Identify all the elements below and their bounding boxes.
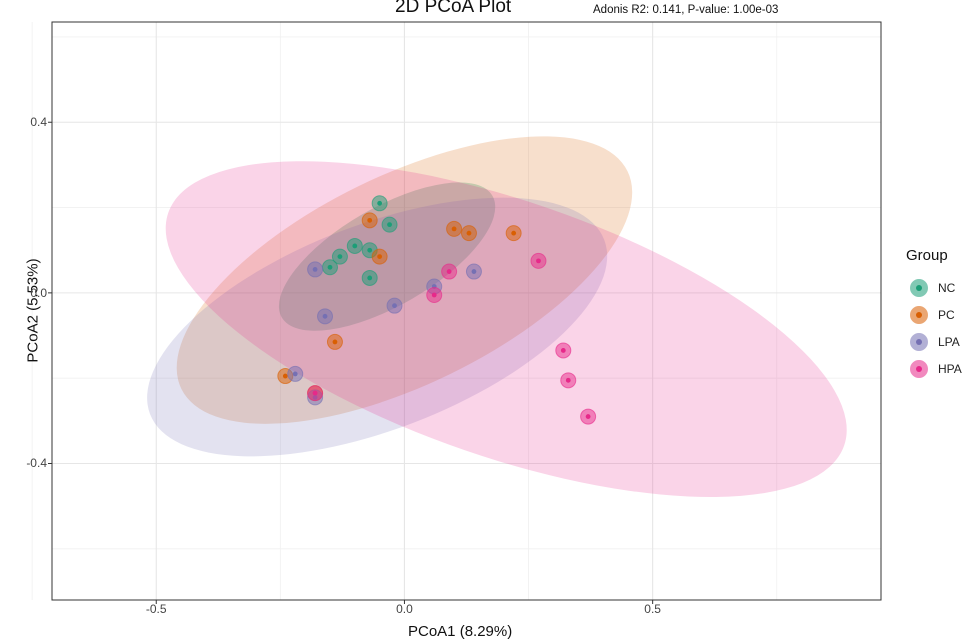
data-point-center-hpa [565,377,571,383]
x-tick-label: 0.5 [644,602,661,616]
data-point-center-lpa [392,303,397,309]
data-point-center-nc [377,200,383,206]
point-layer [277,195,597,425]
legend-item-nc: NC [906,274,962,301]
legend-key-nc [910,278,928,297]
x-axis-label: PCoA1 (8.29%) [408,623,513,640]
data-point-center-nc [327,264,333,270]
confidence-ellipse-lpa [147,197,608,457]
x-tick-label: -0.5 [145,602,167,616]
legend-label-nc: NC [938,280,956,295]
data-point-center-nc [367,247,373,253]
data-point-center-nc [367,275,373,281]
data-point-center-hpa [312,390,318,396]
legend-label-pc: PC [938,307,955,322]
legend-title: Group [906,247,948,264]
legend-item-pc: PC [906,301,962,328]
plot-panel [52,22,881,600]
plot-border [51,21,882,601]
data-point-center-lpa [471,269,477,274]
tick-marks [48,121,654,604]
chart-title: 2D PCoA Plot [395,0,512,17]
confidence-ellipse-pc [176,136,633,424]
legend-item-lpa: LPA [906,328,962,355]
data-point-center-hpa [431,292,437,298]
confidence-ellipse-hpa [165,161,847,498]
data-point-center-hpa [585,414,591,419]
y-tick-label: 0.0 [30,285,47,300]
legend-item-hpa: HPA [906,355,962,382]
y-axis-label: PCoA2 (5.53%) [24,258,42,363]
data-point-center-hpa [446,269,452,274]
y-tick-label: 0.4 [30,115,47,130]
legend-key-pc [910,305,928,324]
legend-label-lpa: LPA [938,334,960,349]
data-point-center-pc [332,339,338,345]
legend-label-hpa: HPA [938,361,962,376]
x-tick-label: 0.0 [396,602,413,616]
data-point-center-nc [337,254,343,260]
data-point-center-lpa [292,371,298,377]
legend: Group NC PC LPA HPA [906,247,962,382]
y-tick-label: -0.4 [26,456,47,471]
data-point-center-pc [466,230,472,236]
chart-subtitle: Adonis R2: 0.141, P-value: 1.00e-03 [593,4,779,16]
grid-layer [31,22,881,600]
data-point-center-lpa [322,313,328,319]
data-point-center-hpa [536,258,541,264]
data-point-center-pc [511,230,517,236]
data-point-center-hpa [560,348,566,353]
data-point-center-pc [367,217,373,223]
data-point-center-nc [352,243,358,249]
legend-key-lpa [910,332,928,351]
data-point-center-pc [282,373,288,379]
data-point-center-nc [387,222,392,228]
data-point-center-lpa [312,267,318,272]
legend-key-hpa [910,359,928,378]
data-point-center-pc [451,226,457,232]
data-point-center-pc [377,254,383,260]
ellipse-layer [147,136,847,498]
